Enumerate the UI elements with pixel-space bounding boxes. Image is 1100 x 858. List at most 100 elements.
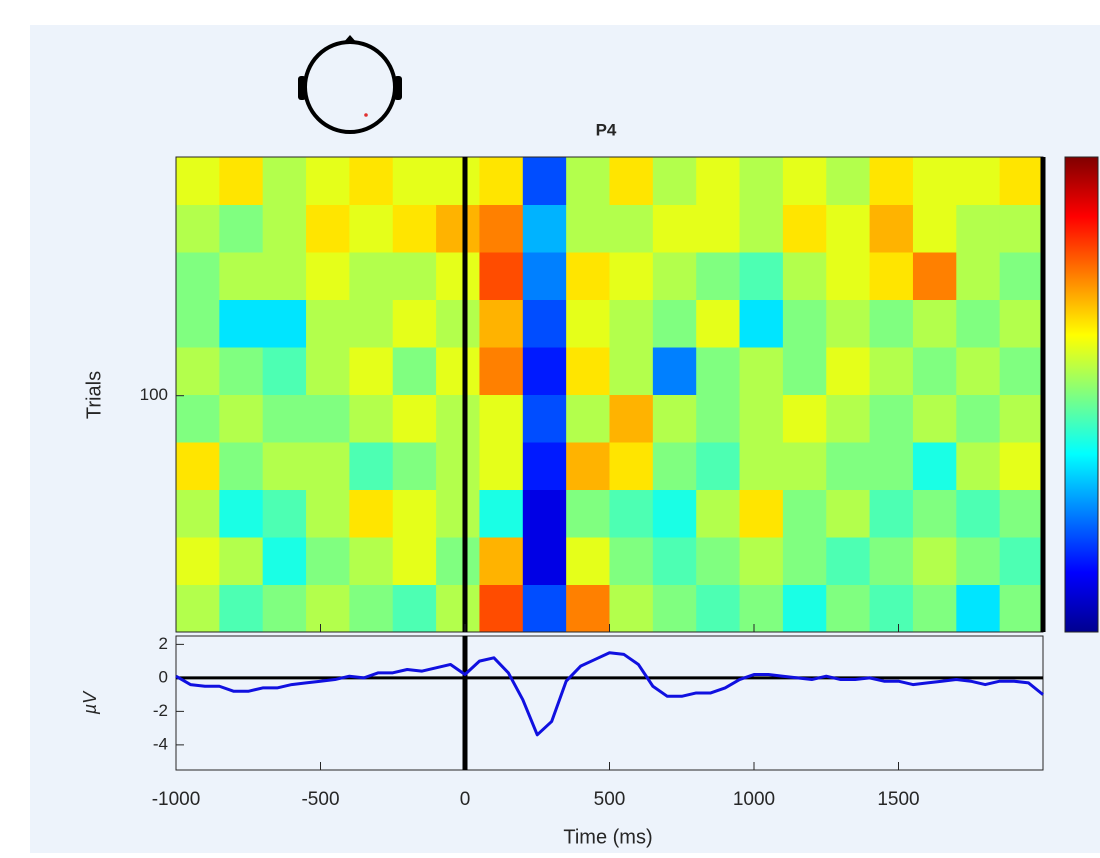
heat-cell (176, 252, 220, 300)
heat-cell (392, 442, 437, 490)
y-axis-label: Trials (83, 371, 105, 419)
heat-cell (219, 157, 264, 205)
heat-cell (696, 442, 741, 490)
heat-cell (826, 489, 871, 538)
heat-cell (912, 584, 957, 633)
heat-cell (912, 299, 957, 348)
heat-cell (262, 157, 307, 205)
heat-cell (652, 584, 697, 633)
heat-cell (652, 252, 697, 300)
heat-cell (176, 489, 220, 538)
heat-cell (522, 537, 567, 585)
heat-cell (349, 394, 394, 443)
heat-cell (869, 157, 914, 205)
heat-cell (349, 204, 394, 253)
heat-cell (696, 299, 741, 348)
heat-cell (349, 537, 394, 585)
heat-cell (609, 347, 654, 395)
heat-cell (479, 537, 524, 585)
heat-cell (436, 442, 480, 490)
heat-cell (999, 537, 1044, 585)
heat-cell (349, 299, 394, 348)
heat-cell (956, 299, 1001, 348)
heat-cell (782, 252, 827, 300)
heat-cell (999, 347, 1044, 395)
heat-cell (999, 299, 1044, 348)
heat-cell (349, 442, 394, 490)
heat-cell (306, 204, 350, 253)
heat-cell (392, 489, 437, 538)
heat-cell (652, 537, 697, 585)
heat-cell (262, 252, 307, 300)
heat-cell (999, 157, 1044, 205)
heat-cell (566, 442, 610, 490)
y-axis-label: µV (80, 690, 100, 715)
heat-cell (392, 204, 437, 253)
heat-cell (479, 489, 524, 538)
x-tick-label: 1000 (733, 789, 775, 810)
heat-cell (999, 204, 1044, 253)
heat-cell (739, 394, 784, 443)
heat-cell (956, 347, 1001, 395)
heat-cell (739, 537, 784, 585)
y-tick-label: -2 (153, 701, 168, 720)
heat-cell (826, 299, 871, 348)
heat-cell (262, 537, 307, 585)
heat-cell (479, 347, 524, 395)
heat-cell (956, 489, 1001, 538)
heat-cell (869, 299, 914, 348)
heat-cell (609, 584, 654, 633)
heat-cell (696, 204, 741, 253)
heat-cell (566, 394, 610, 443)
heat-cell (306, 442, 350, 490)
heat-cell (479, 394, 524, 443)
chart-title: P4 (596, 120, 617, 139)
heat-cell (869, 537, 914, 585)
heat-cell (566, 347, 610, 395)
y-tick-label: 0 (159, 667, 168, 686)
heat-cell (522, 347, 567, 395)
heat-cell (782, 394, 827, 443)
heat-cell (262, 442, 307, 490)
x-tick-label: 500 (594, 789, 626, 810)
heat-cell (262, 299, 307, 348)
heat-cell (392, 394, 437, 443)
heat-cell (696, 252, 741, 300)
heat-cell (782, 157, 827, 205)
heat-cell (956, 537, 1001, 585)
heat-cell (782, 442, 827, 490)
heat-cell (739, 442, 784, 490)
heat-cell (782, 584, 827, 633)
x-tick-label: 1500 (877, 789, 919, 810)
head-icon (298, 35, 402, 134)
heat-cell (652, 394, 697, 443)
heat-cell (912, 394, 957, 443)
heat-cell (869, 394, 914, 443)
x-tick-label: 0 (460, 789, 471, 810)
heat-cell (349, 157, 394, 205)
heat-cell (522, 204, 567, 253)
heat-cell (826, 252, 871, 300)
heat-cell (696, 157, 741, 205)
heat-cell (782, 489, 827, 538)
heat-cell (436, 299, 480, 348)
heat-cell (869, 252, 914, 300)
heat-cell (479, 204, 524, 253)
heat-cell (566, 299, 610, 348)
heat-cell (479, 157, 524, 205)
heat-cell (219, 537, 264, 585)
heat-cell (392, 299, 437, 348)
heat-cell (522, 394, 567, 443)
heat-cell (436, 347, 480, 395)
x-tick-label: -1000 (152, 789, 201, 810)
heat-cell (696, 537, 741, 585)
heat-cell (219, 394, 264, 443)
heat-cell (262, 489, 307, 538)
x-tick-label: -500 (301, 789, 339, 810)
heat-cell (566, 204, 610, 253)
heat-cell (522, 442, 567, 490)
heat-cell (349, 347, 394, 395)
heat-cell (176, 299, 220, 348)
heat-cell (869, 204, 914, 253)
